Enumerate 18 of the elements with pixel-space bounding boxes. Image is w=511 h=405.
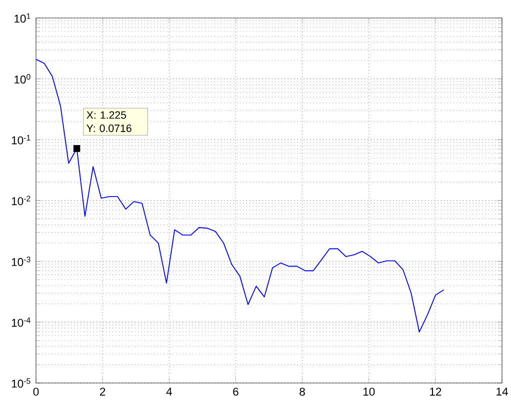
annotation: X: 1.225 (86, 111, 126, 119)
line-series (36, 58, 444, 332)
x-tick-label: 2 (100, 388, 106, 396)
x-tick-label: 12 (430, 388, 442, 396)
x-tick-label: 10 (363, 388, 375, 396)
y-tick-label: 10$^{-5}$ (12, 378, 30, 388)
y-tick-label: 10$^{1}$ (14, 13, 30, 23)
x-tick-label: 8 (300, 388, 305, 396)
y-tick-label: 10$^{-1}$ (12, 135, 30, 144)
x-tick-label: 6 (233, 388, 238, 396)
y-tick-label: 10$^{-4}$ (12, 318, 30, 327)
x-tick-label: 0 (33, 388, 39, 396)
x-tick-label: 4 (166, 388, 172, 396)
annotation: Y: 0.0716 (86, 124, 132, 132)
y-tick-label: 10$^{-2}$ (12, 196, 30, 206)
y-tick-label: 10$^{-3}$ (12, 256, 30, 266)
y-tick-label: 10$^{0}$ (14, 74, 30, 84)
x-tick-label: 14 (496, 388, 508, 396)
